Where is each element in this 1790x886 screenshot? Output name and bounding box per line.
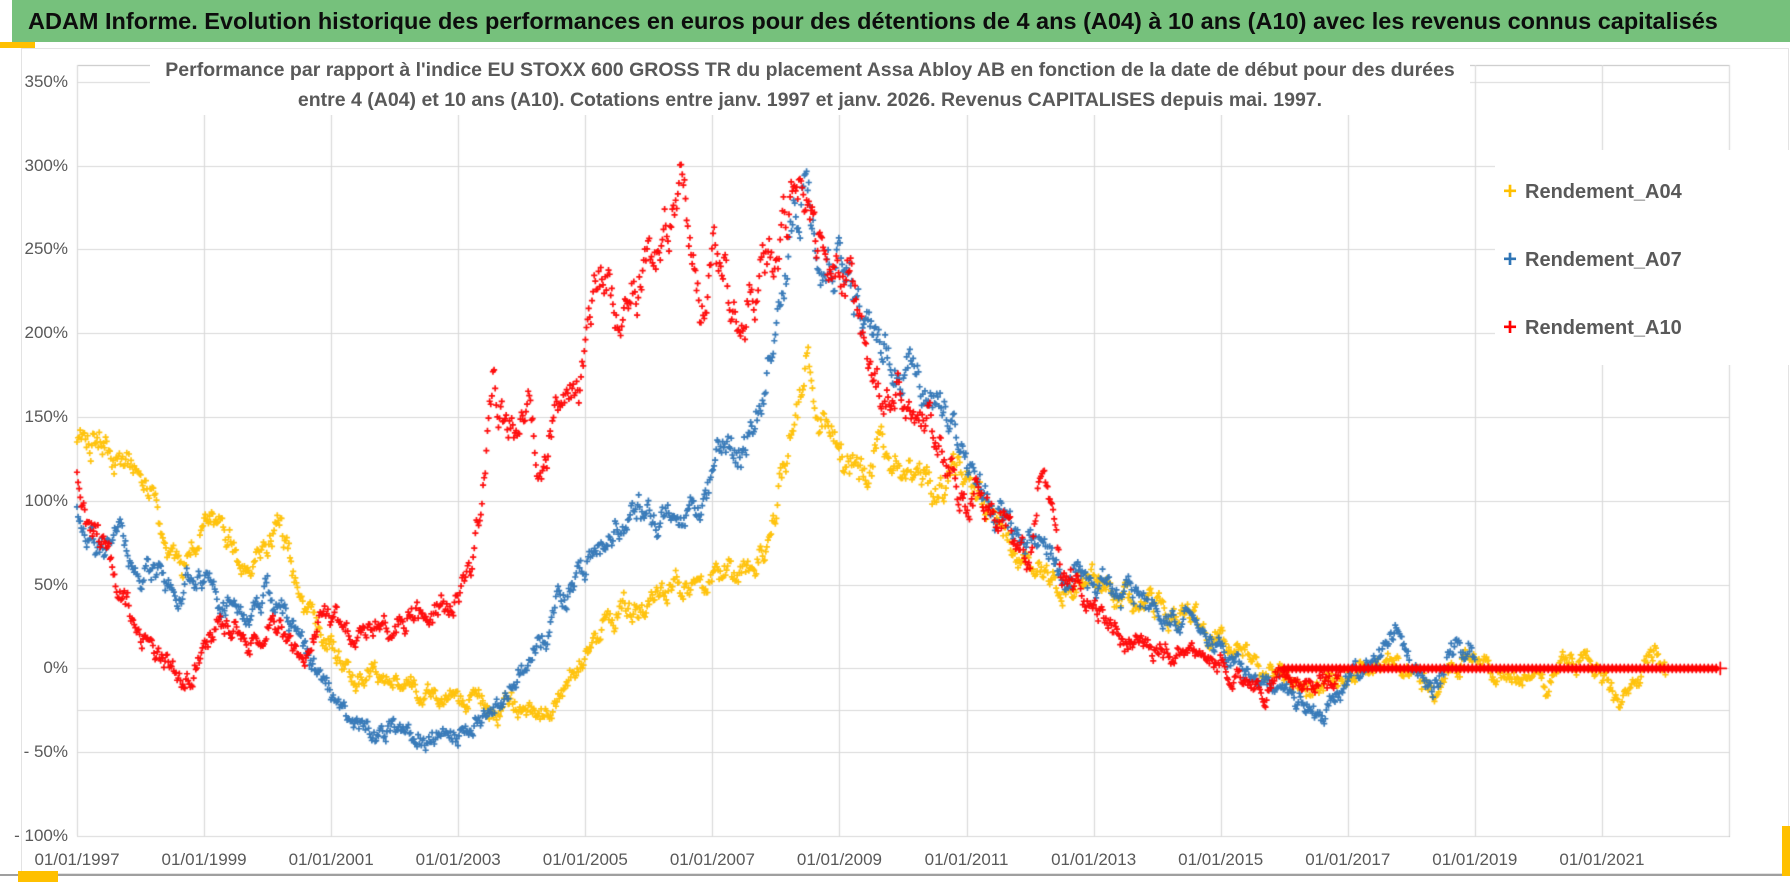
x-axis-tick-label: 01/01/1997: [34, 850, 120, 869]
y-axis-tick-label: 50%: [33, 574, 68, 594]
bottom-border-line: [0, 874, 1790, 876]
x-axis-tick-label: 01/01/2021: [1559, 850, 1645, 869]
x-axis-tick-label: 01/01/2015: [1178, 850, 1264, 869]
y-axis-tick-label: - 50%: [23, 742, 68, 762]
y-axis-tick-label: 0%: [43, 658, 68, 678]
x-axis-tick-label: 01/01/2009: [796, 850, 882, 869]
x-axis-tick-label: 01/01/2003: [415, 850, 501, 869]
chart-legend[interactable]: + Rendement_A04 + Rendement_A07 + Rendement_A…: [1495, 150, 1789, 365]
gold-accent-bottom-right: [1782, 826, 1790, 876]
legend-plus-marker-icon: +: [1502, 246, 1517, 273]
x-axis-tick-label: 01/01/2001: [288, 850, 374, 869]
x-axis-tick-label: 01/01/2007: [669, 850, 755, 869]
gold-accent-bottom-left: [18, 871, 58, 882]
y-axis-tick-label: 150%: [24, 406, 68, 426]
chart-title-line2: entre 4 (A04) et 10 ans (A10). Cotations…: [297, 89, 1323, 111]
x-axis-tick-label: 01/01/1999: [161, 850, 247, 869]
x-axis-tick-label: 01/01/2013: [1051, 850, 1137, 869]
legend-label: Rendement_A07: [1525, 248, 1682, 271]
y-axis-tick-label: 200%: [24, 323, 68, 343]
legend-plus-marker-icon: +: [1502, 314, 1517, 341]
x-axis-tick-label: 01/01/2005: [542, 850, 628, 869]
x-axis-tick-label: 01/01/2019: [1432, 850, 1518, 869]
legend-item-rendement_a10[interactable]: + Rendement_A10: [1495, 308, 1789, 348]
y-axis-tick-label: 250%: [24, 239, 68, 259]
y-axis-tick-label: 300%: [24, 155, 68, 175]
legend-item-rendement_a04[interactable]: + Rendement_A04: [1495, 172, 1789, 212]
x-axis-tick-label: 01/01/2011: [924, 850, 1009, 869]
legend-label: Rendement_A04: [1525, 180, 1682, 203]
y-axis-tick-label: - 100%: [14, 826, 68, 845]
legend-plus-marker-icon: +: [1502, 178, 1517, 205]
legend-item-rendement_a07[interactable]: + Rendement_A07: [1495, 240, 1789, 280]
y-axis-tick-label: 350%: [24, 71, 68, 91]
y-axis-tick-label: 100%: [24, 490, 68, 510]
chart-title: Performance par rapport à l'indice EU ST…: [150, 55, 1470, 115]
legend-label: Rendement_A10: [1525, 316, 1682, 339]
chart-title-line1: Performance par rapport à l'indice EU ST…: [165, 59, 1455, 81]
x-axis-tick-label: 01/01/2017: [1305, 850, 1391, 869]
